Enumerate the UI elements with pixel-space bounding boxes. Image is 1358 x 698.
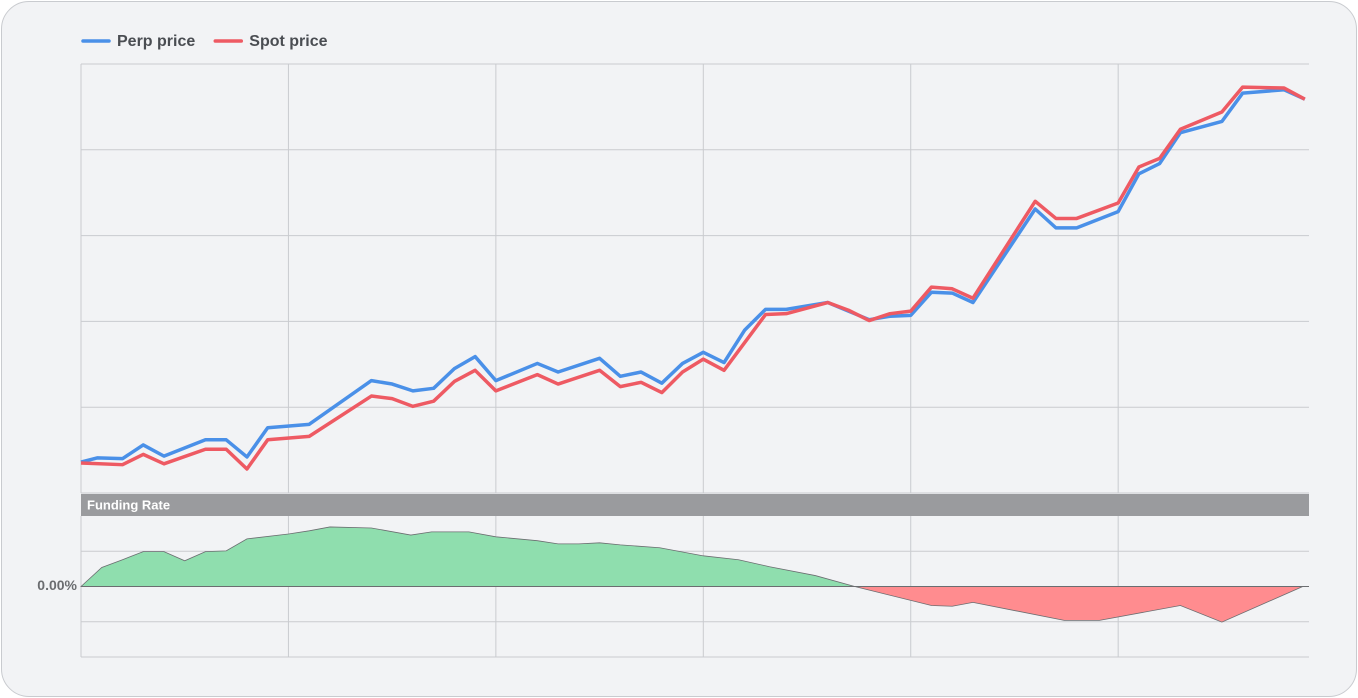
legend-label: Perp price bbox=[117, 33, 195, 50]
legend-label: Spot price bbox=[249, 33, 327, 50]
panel-header bbox=[81, 494, 1309, 516]
funding-area bbox=[79, 526, 1303, 623]
price-line bbox=[80, 87, 1306, 464]
price-line bbox=[80, 85, 1306, 471]
y-tick-label: 0.00% bbox=[37, 577, 77, 593]
panel-title: Funding Rate bbox=[87, 497, 170, 512]
